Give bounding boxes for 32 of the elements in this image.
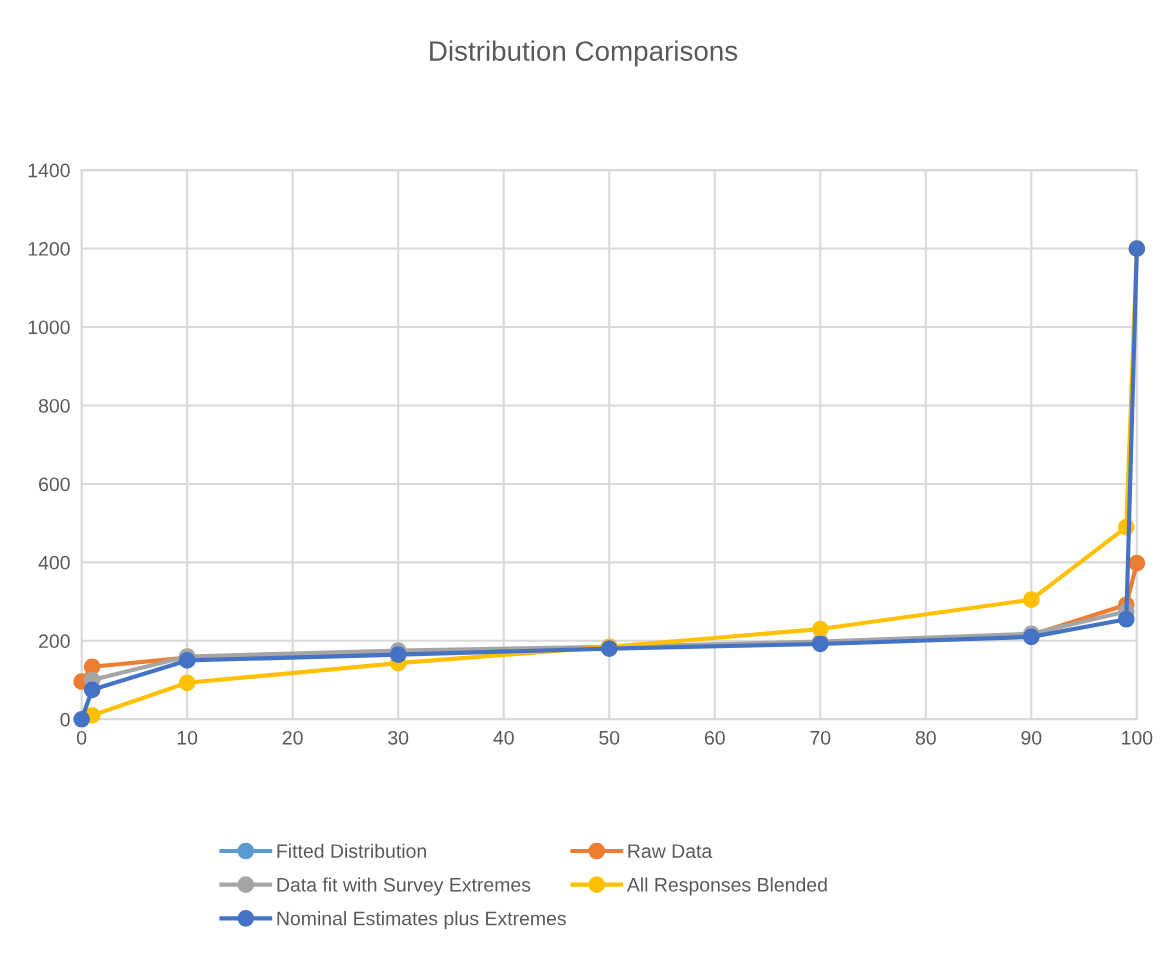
x-tick-label: 100	[1122, 730, 1153, 745]
y-tick-label: 1000	[28, 320, 70, 335]
legend-label: Fitted Distribution	[277, 843, 426, 858]
point	[1022, 591, 1040, 608]
x-tick-label: 80	[915, 730, 936, 745]
x-tick-label: 60	[704, 730, 725, 745]
point	[178, 674, 196, 692]
legend-label: Data fit with Survey Extremes	[277, 877, 531, 896]
x-tick-label: 20	[282, 730, 303, 745]
legend-label: All Responses Blended	[626, 877, 827, 896]
y-tick-label: 200	[39, 634, 70, 649]
chart-title: Distribution Comparisons	[430, 40, 738, 67]
point	[811, 620, 829, 638]
y-tick-label: 600	[39, 477, 70, 492]
x-tick-label: 40	[493, 730, 514, 745]
y-tick-label: 0	[60, 712, 70, 727]
y-tick-label: 1400	[28, 163, 70, 178]
legend-label: Raw Data	[628, 844, 713, 858]
legend-label: Nominal Estimates plus Extremes	[277, 911, 566, 930]
y-tick-label: 800	[38, 398, 70, 413]
point	[1128, 554, 1146, 572]
y-tick-label: 1200	[28, 242, 70, 256]
point	[73, 710, 90, 728]
x-tick-label: 10	[177, 730, 198, 745]
x-tick-label: 30	[388, 730, 409, 745]
point	[1117, 610, 1135, 628]
x-tick-label: 50	[599, 730, 620, 745]
point	[83, 681, 101, 699]
y-tick-label: 400	[38, 555, 70, 570]
x-tick-label: 0	[76, 730, 87, 745]
x-tick-label: 90	[1021, 730, 1042, 745]
x-tick-label: 70	[810, 730, 831, 745]
